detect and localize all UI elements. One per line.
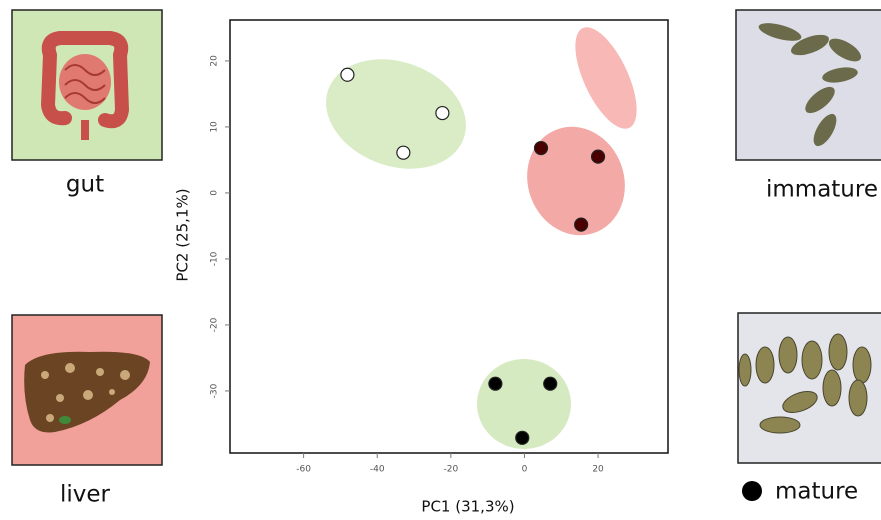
point — [575, 218, 588, 231]
x-tick-label: -40 — [370, 465, 385, 475]
panel-label: gut — [66, 172, 104, 198]
point — [341, 68, 354, 81]
immature-image — [736, 10, 881, 160]
point — [516, 431, 529, 444]
x-tick-label: 20 — [592, 465, 604, 475]
x-tick-label: -60 — [296, 465, 311, 475]
y-tick-label: 20 — [210, 55, 220, 67]
panel-label: liver — [60, 482, 111, 508]
panel-label: immature — [766, 177, 878, 203]
legend-marker — [742, 481, 762, 501]
point — [436, 107, 449, 120]
mature-image — [738, 313, 881, 463]
figure: gut liver immature mature PC1 (31,3%) PC… — [0, 0, 881, 520]
y-tick-label: 0 — [210, 190, 220, 196]
point — [535, 142, 548, 155]
gut-image — [12, 10, 162, 160]
y-tick-label: -10 — [210, 251, 220, 266]
point — [489, 377, 502, 390]
point — [397, 146, 410, 159]
point — [592, 150, 605, 163]
x-tick-label: 0 — [522, 465, 528, 475]
y-tick-label: 10 — [210, 121, 220, 133]
point — [544, 377, 557, 390]
y-axis-label: PC2 (25,1%) — [174, 188, 192, 281]
liver-image — [12, 315, 162, 465]
x-axis-label: PC1 (31,3%) — [421, 498, 514, 516]
legend-label: mature — [775, 479, 858, 505]
y-tick-label: -30 — [210, 383, 220, 398]
y-tick-label: -20 — [210, 317, 220, 332]
x-tick-label: -20 — [443, 465, 458, 475]
